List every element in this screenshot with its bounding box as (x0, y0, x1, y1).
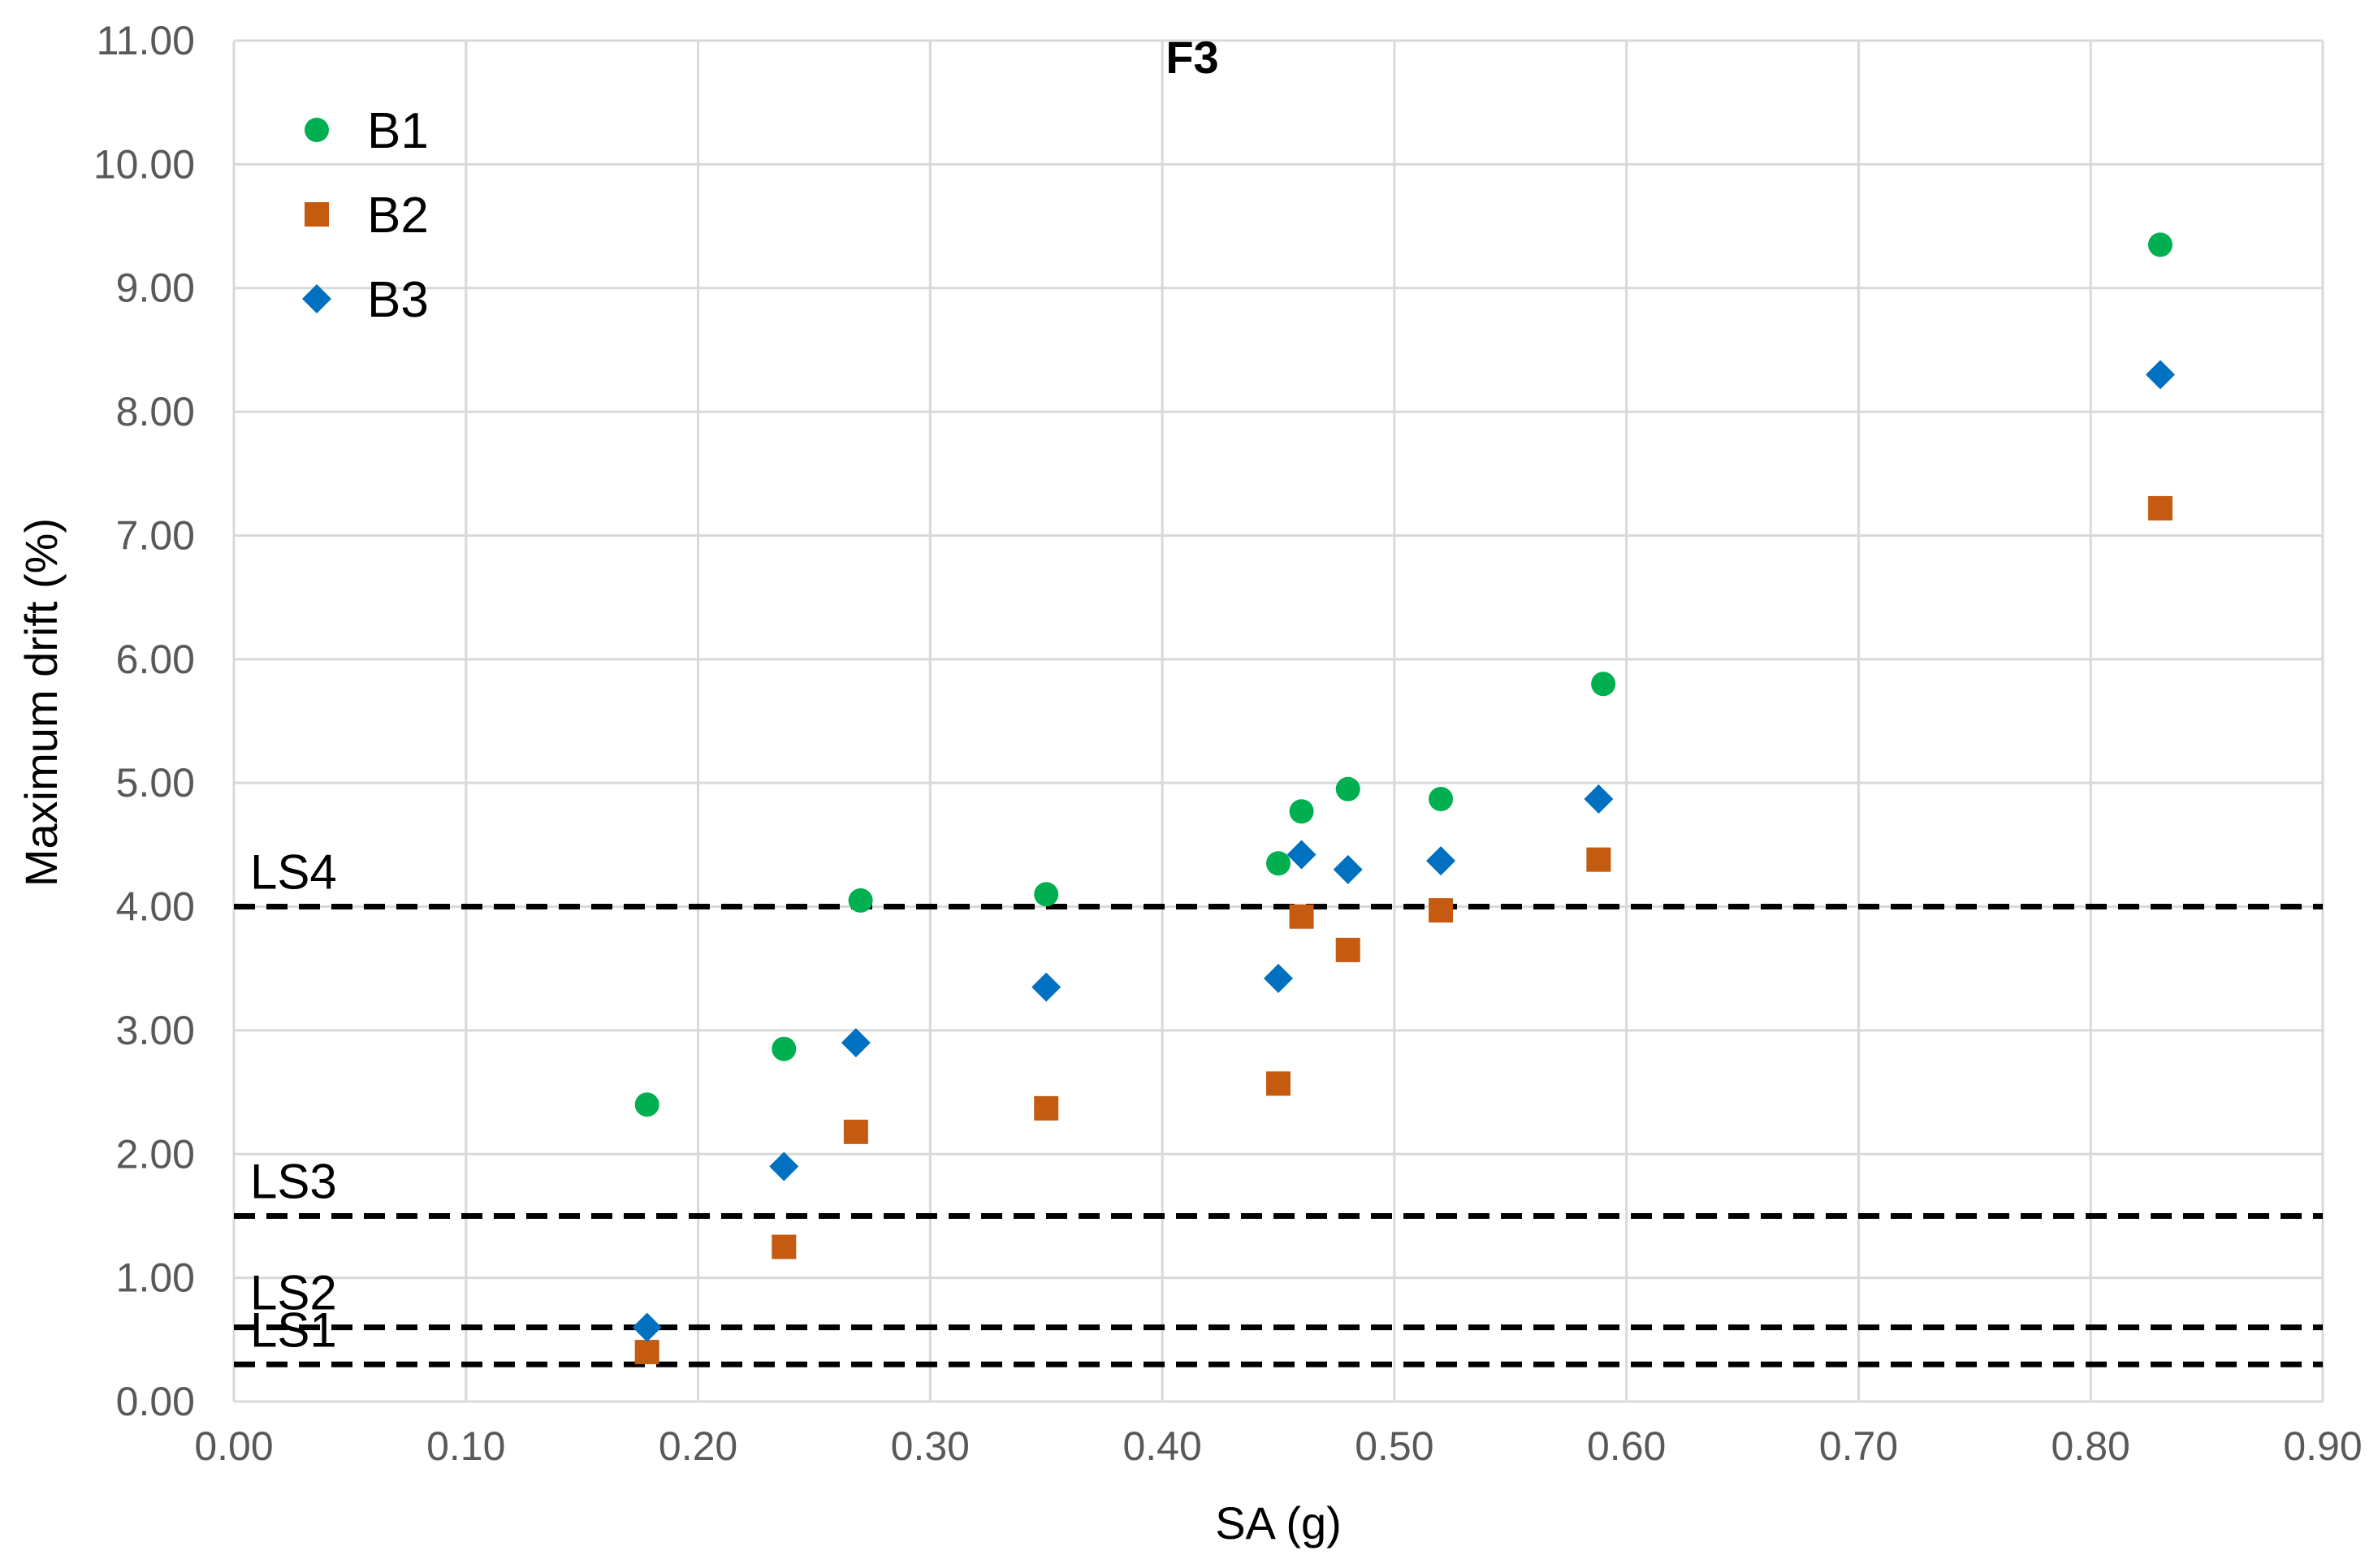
y-tick-label: 7.00 (116, 512, 195, 558)
y-tick-label: 10.00 (93, 141, 195, 187)
y-tick-label: 0.00 (116, 1379, 195, 1424)
point-b3 (1286, 840, 1317, 870)
point-b3 (1333, 854, 1363, 884)
y-tick-label: 2.00 (116, 1131, 195, 1177)
y-tick-label: 4.00 (116, 884, 195, 930)
point-b1 (1289, 799, 1314, 824)
point-b3 (1426, 846, 1456, 876)
y-tick-label: 8.00 (116, 389, 195, 434)
legend-marker-b1 (305, 118, 329, 142)
legend: B1 B2 B3 (302, 103, 429, 328)
point-b1 (848, 888, 873, 913)
ls-label-ls1: LS1 (250, 1302, 337, 1357)
point-b3 (632, 1312, 662, 1342)
y-tick-label: 9.00 (116, 266, 195, 311)
legend-label-b3: B3 (367, 272, 429, 328)
point-b3 (2145, 360, 2175, 390)
point-b3 (1264, 963, 1293, 993)
legend-marker-b3 (302, 284, 331, 313)
point-b2 (1266, 1071, 1291, 1096)
y-axis-title: Maximum drift (%) (15, 518, 67, 887)
chart-title: F3 (1165, 32, 1218, 83)
x-tick-label: 0.10 (426, 1423, 505, 1469)
legend-label-b1: B1 (367, 103, 429, 159)
x-tick-label: 0.70 (1819, 1423, 1898, 1469)
x-tick-label: 0.50 (1355, 1423, 1433, 1469)
legend-label-b2: B2 (367, 188, 429, 244)
point-b1 (772, 1036, 797, 1061)
y-tick-label: 11.00 (97, 18, 195, 63)
point-b2 (1335, 937, 1360, 962)
y-axis-ticks: 0.00 1.00 2.00 3.00 4.00 5.00 6.00 7.00 8.00 9.00… (93, 18, 195, 1424)
point-b2 (1289, 904, 1314, 929)
x-axis-title: SA (g) (1215, 1497, 1342, 1549)
series-b2 (634, 495, 2173, 1365)
x-tick-label: 0.30 (891, 1423, 970, 1469)
point-b2 (843, 1119, 868, 1144)
point-b1 (1335, 776, 1360, 801)
point-b2 (1586, 847, 1611, 872)
ls-label-ls3: LS3 (250, 1154, 337, 1208)
point-b1 (1591, 672, 1616, 697)
point-b3 (1584, 784, 1614, 814)
point-b2 (1429, 898, 1454, 923)
x-tick-label: 0.60 (1587, 1423, 1666, 1469)
y-tick-label: 1.00 (116, 1255, 195, 1301)
point-b2 (2147, 495, 2173, 521)
point-b1 (1429, 786, 1454, 811)
point-b2 (634, 1340, 659, 1365)
ls-label-ls4: LS4 (250, 845, 337, 900)
grid (232, 39, 2324, 1403)
point-b3 (769, 1151, 799, 1181)
point-b1 (1266, 851, 1291, 876)
series-b1 (634, 232, 2173, 1117)
y-tick-label: 6.00 (116, 637, 195, 682)
x-tick-label: 0.40 (1122, 1423, 1201, 1469)
series-b3 (632, 360, 2175, 1342)
point-b1 (634, 1092, 659, 1117)
x-tick-label: 0.90 (2283, 1423, 2362, 1469)
point-b3 (841, 1028, 871, 1058)
point-b1 (1034, 882, 1059, 907)
ls-label-ls2: LS2 (250, 1266, 337, 1320)
y-tick-label: 5.00 (116, 760, 195, 806)
x-tick-label: 0.20 (659, 1423, 737, 1469)
y-tick-label: 3.00 (116, 1008, 195, 1053)
x-tick-label: 0.80 (2052, 1423, 2130, 1469)
data-points (632, 232, 2175, 1365)
point-b1 (2147, 232, 2173, 257)
point-b2 (1034, 1095, 1059, 1121)
point-b3 (1031, 972, 1061, 1002)
x-axis-ticks: 0.00 0.10 0.20 0.30 0.40 0.50 0.60 0.70 0.80 0.90 (194, 1423, 2362, 1469)
x-tick-label: 0.00 (194, 1423, 273, 1469)
legend-marker-b2 (305, 202, 329, 227)
point-b2 (772, 1234, 797, 1259)
